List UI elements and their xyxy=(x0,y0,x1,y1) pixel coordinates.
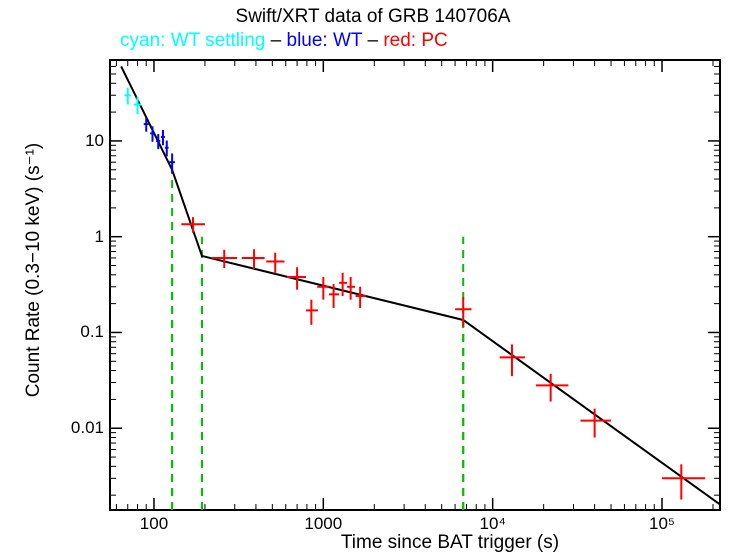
plot-area xyxy=(0,0,746,558)
tick-label: 10⁴ xyxy=(480,514,506,534)
tick-label: 0.1 xyxy=(80,322,104,342)
tick-label: 10 xyxy=(85,131,104,151)
tick-label: 100 xyxy=(140,514,168,534)
tick-label: 1000 xyxy=(304,514,342,534)
tick-label: 0.01 xyxy=(71,418,104,438)
xrt-lightcurve-chart: Swift/XRT data of GRB 140706A cyan: WT s… xyxy=(0,0,746,558)
tick-label: 1 xyxy=(95,227,104,247)
tick-label: 10⁵ xyxy=(649,514,675,534)
